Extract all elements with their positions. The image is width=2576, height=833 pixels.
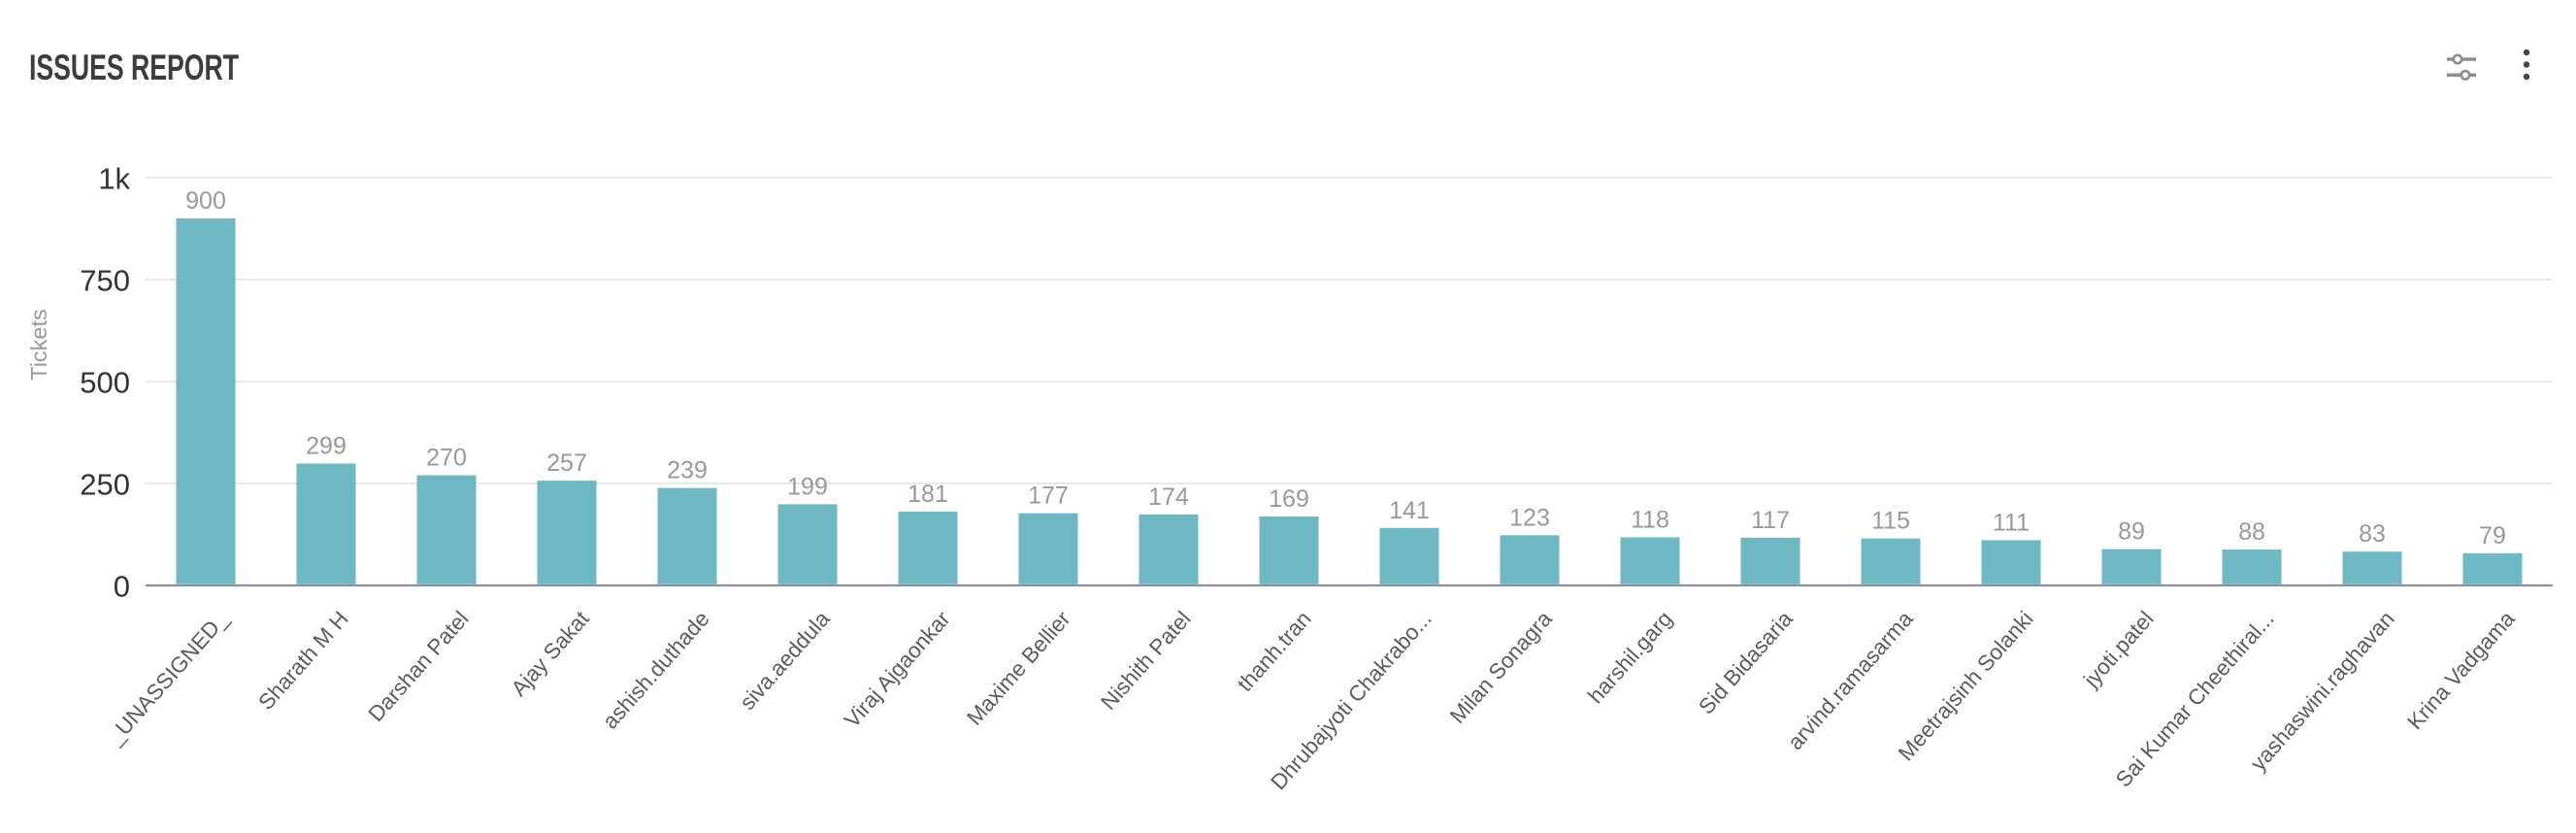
svg-text:270: 270 [426,445,467,472]
svg-text:117: 117 [1751,507,1790,534]
svg-text:118: 118 [1631,506,1669,533]
svg-text:ISSUES REPORT: ISSUES REPORT [29,48,239,87]
svg-text:Tickets: Tickets [26,309,51,381]
svg-text:250: 250 [80,467,130,501]
svg-text:174: 174 [1148,483,1189,511]
svg-text:169: 169 [1269,485,1309,513]
svg-text:177: 177 [1028,483,1069,510]
svg-text:500: 500 [80,365,130,399]
svg-text:750: 750 [80,263,130,297]
svg-text:79: 79 [2479,522,2506,550]
svg-text:88: 88 [2238,518,2265,546]
svg-text:0: 0 [114,569,130,603]
svg-text:89: 89 [2118,518,2145,546]
svg-text:299: 299 [306,432,347,459]
svg-text:181: 181 [908,481,948,508]
svg-text:257: 257 [546,450,587,477]
svg-text:199: 199 [787,473,828,500]
svg-text:239: 239 [667,457,708,484]
svg-text:1k: 1k [98,161,130,195]
svg-text:900: 900 [185,187,226,215]
svg-text:123: 123 [1509,504,1550,531]
svg-text:115: 115 [1871,508,1910,535]
svg-text:83: 83 [2359,520,2386,548]
svg-text:141: 141 [1389,497,1430,524]
svg-text:111: 111 [1993,509,2030,536]
